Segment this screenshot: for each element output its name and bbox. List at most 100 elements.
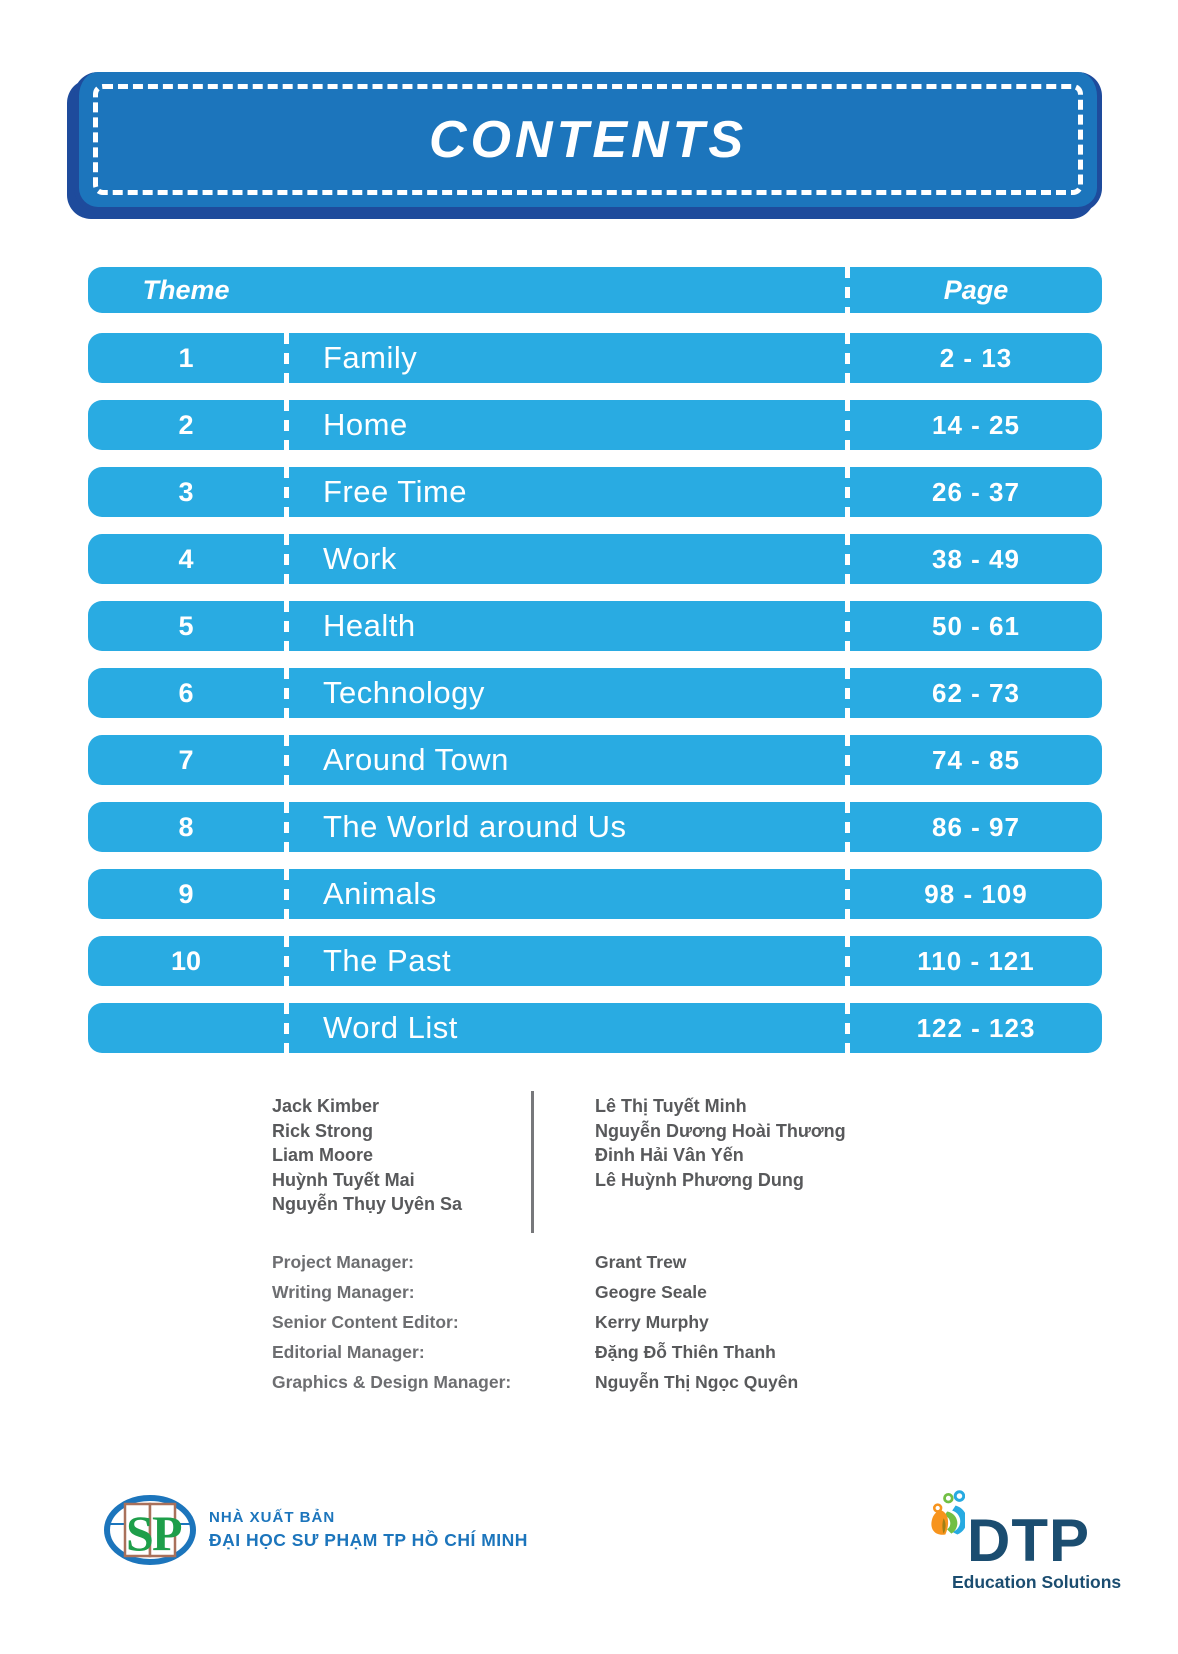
table-row: 7 Around Town 74 - 85	[88, 735, 1102, 785]
dashed-divider	[845, 601, 850, 651]
theme-number: 1	[178, 342, 194, 373]
dashed-divider	[845, 668, 850, 718]
author-name: Lê Huỳnh Phương Dung	[595, 1169, 804, 1190]
table-row: 2 Home 14 - 25	[88, 400, 1102, 450]
author-name: Huỳnh Tuyết Mai	[272, 1169, 415, 1190]
role-label: Editorial Manager:	[272, 1342, 425, 1362]
authors-divider	[531, 1091, 534, 1233]
page-range: 2 - 13	[939, 342, 1013, 373]
role-label: Project Manager:	[272, 1252, 414, 1272]
dashed-divider	[845, 1003, 850, 1053]
table-row: 9 Animals 98 - 109	[88, 869, 1102, 919]
theme-number: 8	[178, 811, 194, 842]
dtp-wordmark: DTP	[967, 1507, 1090, 1574]
page-range: 14 - 25	[932, 409, 1020, 440]
role-row: Project Manager: Grant Trew	[272, 1252, 798, 1282]
dashed-divider	[845, 802, 850, 852]
role-row: Graphics & Design Manager: Nguyễn Thị Ng…	[272, 1372, 798, 1402]
dashed-divider	[845, 467, 850, 517]
page-range: 86 - 97	[932, 811, 1020, 842]
theme-column-header: Theme	[142, 274, 230, 305]
author-name: Lê Thị Tuyết Minh	[595, 1096, 747, 1116]
theme-name: The Past	[323, 943, 452, 978]
role-name: Grant Trew	[595, 1252, 687, 1272]
publisher-name-line2: ĐẠI HỌC SƯ PHẠM TP HỒ CHÍ MINH	[209, 1530, 528, 1550]
dtp-logo-block: DTP Education Solutions	[930, 1462, 1122, 1593]
publisher-logo-block: S P NHÀ XUẤT BẢN ĐẠI HỌC SƯ PHẠM TP HỒ C…	[103, 1494, 528, 1566]
theme-number: 10	[170, 945, 202, 976]
author-name: Nguyễn Thụy Uyên Sa	[272, 1194, 463, 1214]
page-range: 26 - 37	[932, 476, 1020, 507]
dashed-divider	[284, 400, 289, 450]
table-row: 4 Work 38 - 49	[88, 534, 1102, 584]
publisher-sp-logo-icon: S P	[104, 1495, 196, 1565]
author-name: Đinh Hải Vân Yến	[595, 1145, 744, 1165]
svg-text:P: P	[152, 1505, 183, 1561]
role-name: Nguyễn Thị Ngọc Quyên	[595, 1372, 799, 1392]
theme-name: Health	[323, 608, 416, 643]
table-row: 3 Free Time 26 - 37	[88, 467, 1102, 517]
page-range: 74 - 85	[932, 744, 1020, 775]
author-name: Rick Strong	[272, 1120, 374, 1141]
table-row: 5 Health 50 - 61	[88, 601, 1102, 651]
authors-column-right: Lê Thị Tuyết Minh Nguyễn Dương Hoài Thươn…	[595, 1094, 846, 1192]
theme-name: Free Time	[323, 474, 468, 509]
role-label: Writing Manager:	[272, 1282, 415, 1302]
publisher-name-line1: NHÀ XUẤT BẢN	[209, 1509, 336, 1526]
role-row: Writing Manager: Geogre Seale	[272, 1282, 798, 1312]
page-column-header: Page	[943, 274, 1009, 305]
page-range: 122 - 123	[916, 1012, 1036, 1043]
page-title: CONTENTS	[429, 110, 747, 169]
dashed-divider	[845, 400, 850, 450]
page-range: 98 - 109	[924, 878, 1028, 909]
author-name: Liam Moore	[272, 1145, 374, 1165]
table-row: 1 Family 2 - 13	[88, 333, 1102, 383]
theme-name: Word List	[323, 1010, 458, 1045]
role-label: Senior Content Editor:	[272, 1312, 459, 1332]
dashed-divider	[284, 735, 289, 785]
contents-banner: CONTENTS	[74, 72, 1102, 212]
role-name: Geogre Seale	[595, 1282, 707, 1302]
page-range: 50 - 61	[932, 610, 1020, 641]
theme-number: 3	[178, 476, 194, 507]
dtp-people-icon	[931, 1490, 965, 1535]
theme-name: Technology	[323, 675, 485, 710]
role-row: Senior Content Editor: Kerry Murphy	[272, 1312, 798, 1342]
dashed-divider	[845, 735, 850, 785]
role-name: Kerry Murphy	[595, 1312, 709, 1332]
table-row: 6 Technology 62 - 73	[88, 668, 1102, 718]
author-name: Nguyễn Dương Hoài Thương	[595, 1120, 846, 1141]
roles-block: Project Manager: Grant Trew Writing Mana…	[272, 1252, 798, 1402]
page-range: 38 - 49	[932, 543, 1020, 574]
svg-text:S: S	[126, 1505, 154, 1561]
theme-number: 7	[178, 744, 194, 775]
theme-number: 4	[178, 543, 194, 574]
contents-dashed-border: CONTENTS	[93, 84, 1083, 195]
dashed-divider	[845, 333, 850, 383]
theme-name: Work	[323, 541, 397, 576]
dashed-divider	[284, 936, 289, 986]
dashed-divider	[284, 869, 289, 919]
theme-number: 9	[178, 878, 194, 909]
dashed-divider	[284, 1003, 289, 1053]
role-row: Editorial Manager: Đặng Đỗ Thiên Thanh	[272, 1342, 798, 1372]
theme-name: Around Town	[323, 742, 509, 777]
role-name: Đặng Đỗ Thiên Thanh	[595, 1342, 776, 1362]
theme-name: Family	[323, 340, 418, 375]
author-name: Jack Kimber	[272, 1096, 380, 1116]
table-header-row: Theme Page	[88, 267, 1102, 313]
dashed-divider	[845, 869, 850, 919]
authors-column-left: Jack Kimber Rick Strong Liam Moore Huỳnh Tu…	[272, 1094, 462, 1217]
dtp-subtitle: Education Solutions	[952, 1572, 1122, 1592]
dashed-divider	[845, 534, 850, 584]
theme-name: The World around Us	[323, 809, 627, 844]
contents-table: Theme Page 1 Family 2 - 13 2 Home 14 - 2…	[88, 267, 1102, 1070]
table-row: 8 The World around Us 86 - 97	[88, 802, 1102, 852]
table-row: Word List 122 - 123	[88, 1003, 1102, 1053]
theme-number: 5	[178, 610, 194, 641]
dashed-divider	[845, 936, 850, 986]
dashed-divider	[284, 534, 289, 584]
dashed-divider	[284, 601, 289, 651]
role-label: Graphics & Design Manager:	[272, 1372, 512, 1392]
dashed-divider	[284, 668, 289, 718]
